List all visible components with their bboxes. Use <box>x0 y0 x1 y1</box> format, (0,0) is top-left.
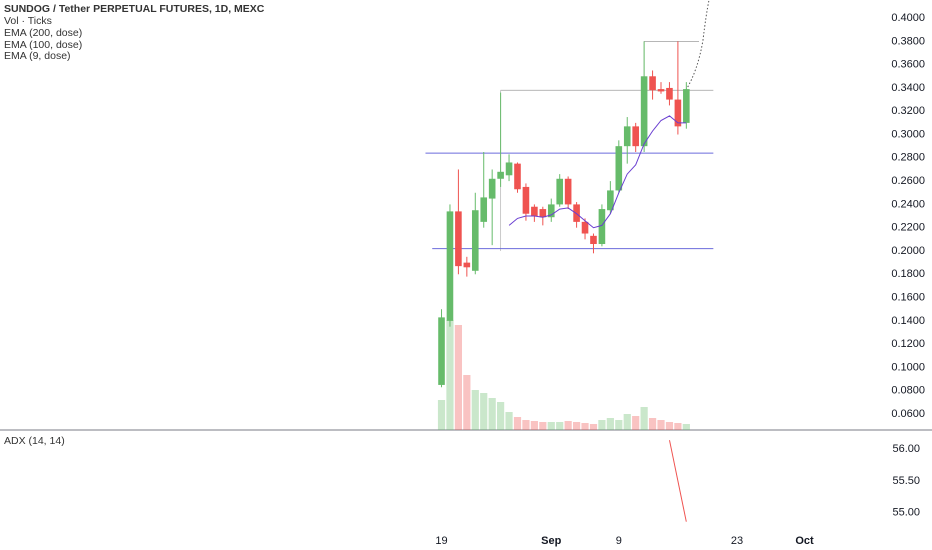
volume-bar <box>564 421 572 430</box>
candle-body <box>683 89 690 123</box>
y-tick-label: 0.3200 <box>891 105 925 117</box>
y-tick-label: 0.2200 <box>891 222 925 234</box>
volume-bar <box>463 375 471 430</box>
indicator-label: EMA (100, dose) <box>4 39 82 51</box>
volume-bar <box>522 420 530 430</box>
y-tick-label: 0.2400 <box>891 198 925 210</box>
y-tick-label: 0.4000 <box>891 12 925 24</box>
candle-body <box>607 190 614 211</box>
candle-body <box>547 204 555 218</box>
candle-body <box>640 76 648 147</box>
candle-body <box>455 211 462 267</box>
candle-body <box>649 76 656 91</box>
candle-body <box>556 178 564 205</box>
candle-body <box>539 209 547 218</box>
y-tick-label: 0.1800 <box>891 268 925 280</box>
candle-body <box>598 209 606 245</box>
volume-bar <box>547 422 555 430</box>
y-tick-label: 0.3800 <box>891 35 925 47</box>
candle-body <box>564 178 572 205</box>
volume-bar <box>437 400 446 430</box>
x-tick-label: 23 <box>731 535 743 547</box>
y-tick-label: 0.1400 <box>891 315 925 327</box>
candle-body <box>471 210 479 271</box>
volume-bar <box>615 420 623 430</box>
y-tick-label: 0.0600 <box>891 408 925 420</box>
y-tick-label: 0.3600 <box>891 59 925 71</box>
ema-line <box>508 115 687 229</box>
y-tick-label: 0.2800 <box>891 152 925 164</box>
y-tick-label: 0.3000 <box>891 128 925 140</box>
volume-bar <box>665 422 674 430</box>
indicator-label: Vol · Ticks <box>4 15 52 27</box>
candle-body <box>480 197 488 222</box>
candle-body <box>657 89 665 92</box>
candle-body <box>632 126 639 147</box>
candle-body <box>531 206 538 217</box>
y-tick-label: 0.2600 <box>891 175 925 187</box>
adx-title: ADX (14, 14) <box>4 435 65 447</box>
volume-bar <box>598 420 606 430</box>
volume-bar <box>674 423 682 430</box>
y-tick-label: 0.1000 <box>891 361 925 373</box>
y-tick-label: 0.1600 <box>891 291 925 303</box>
y-tick-label: 55.00 <box>892 507 920 519</box>
y-tick-label: 0.0800 <box>891 385 925 397</box>
candle-body <box>674 99 682 127</box>
volume-bar <box>505 412 513 430</box>
candle-body <box>581 221 589 234</box>
y-tick-label: 55.50 <box>892 475 920 487</box>
x-tick-label: Sep <box>541 535 561 547</box>
volume-bar <box>632 416 640 430</box>
volume-bar <box>446 320 454 430</box>
candle-body <box>615 146 623 191</box>
x-tick-label: 9 <box>616 535 622 547</box>
projection-line <box>685 0 710 91</box>
volume-bar <box>530 421 538 430</box>
candle-body <box>497 171 504 179</box>
candle-body <box>522 186 530 214</box>
indicator-label: EMA (200, dose) <box>4 27 82 39</box>
volume-bar <box>513 417 522 430</box>
volume-bar <box>657 420 665 430</box>
adx-line <box>669 440 687 522</box>
volume-bar <box>539 422 547 430</box>
volume-bar <box>623 414 631 430</box>
volume-bar <box>556 422 564 430</box>
volume-bar <box>480 393 488 430</box>
candle-body <box>590 235 597 245</box>
candle-body <box>505 162 513 176</box>
indicator-label: EMA (9, dose) <box>4 50 71 62</box>
candle-body <box>666 87 673 100</box>
volume-bar <box>640 407 648 430</box>
y-tick-label: 0.1200 <box>891 338 925 350</box>
volume-bar <box>648 418 657 430</box>
candle-body <box>446 211 454 321</box>
y-tick-label: 0.3400 <box>891 82 925 94</box>
chart-title: SUNDOG / Tether PERPETUAL FUTURES, 1D, M… <box>4 3 265 15</box>
x-tick-label: 19 <box>435 535 447 547</box>
volume-bar <box>572 422 581 430</box>
y-tick-label: 56.00 <box>892 443 920 455</box>
volume-bar <box>682 424 690 430</box>
candle-body <box>438 317 445 385</box>
candle-body <box>488 178 496 199</box>
volume-bar <box>606 418 614 430</box>
volume-bar <box>589 424 598 430</box>
x-tick-label: Oct <box>795 535 814 547</box>
candle-body <box>463 262 471 268</box>
volume-bar <box>471 390 479 430</box>
volume-bar <box>454 325 463 430</box>
y-tick-label: 0.2000 <box>891 245 925 257</box>
volume-bar <box>581 423 589 430</box>
volume-bar <box>488 398 496 430</box>
volume-bar <box>497 402 505 430</box>
candle-body <box>623 126 631 147</box>
candle-body <box>514 163 521 190</box>
